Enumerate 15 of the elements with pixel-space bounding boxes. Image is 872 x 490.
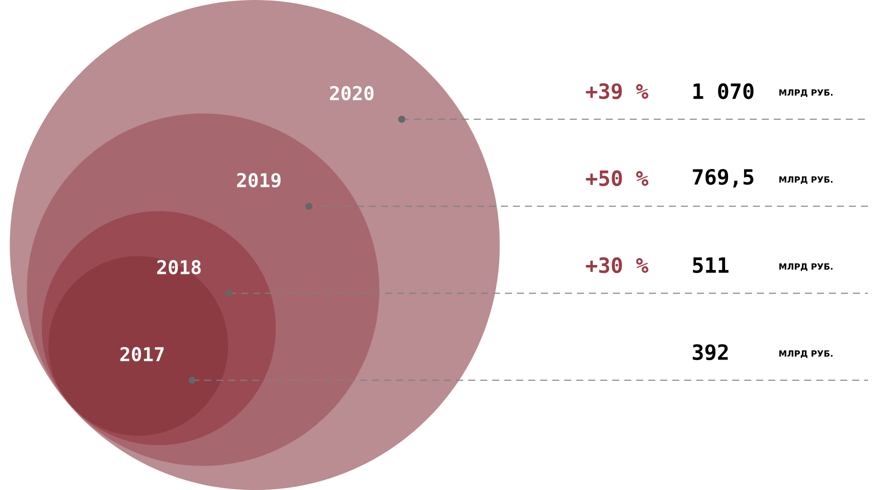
- category-label: 2018: [157, 260, 201, 274]
- text: МЛРД РУБ.: [779, 176, 832, 184]
- text: МЛРД РУБ.: [779, 89, 832, 97]
- text: МЛРД РУБ.: [779, 350, 832, 358]
- category-label: 2020: [330, 86, 374, 100]
- data-label: 392: [692, 344, 728, 360]
- category-label: 2017: [120, 347, 164, 362]
- data-label: 769,5: [692, 168, 754, 188]
- category-label: 2019: [237, 172, 281, 188]
- text: +39 %: [586, 83, 648, 100]
- text: МЛРД РУБ.: [779, 263, 832, 271]
- text: +50 %: [586, 170, 648, 186]
- data-label: 511: [693, 257, 728, 273]
- data-label: 1 070: [693, 83, 754, 100]
- text: +30 %: [586, 257, 648, 274]
